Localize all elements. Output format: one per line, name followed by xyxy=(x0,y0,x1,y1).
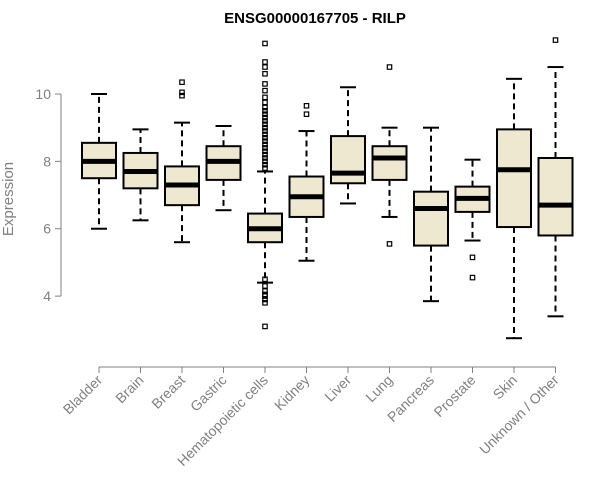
box-group-breast xyxy=(164,79,200,244)
y-axis-title: Expression xyxy=(0,162,17,236)
x-category-label: Kidney xyxy=(271,372,313,414)
iqr-box xyxy=(330,135,366,185)
box-group-liver xyxy=(330,86,366,205)
outlier-point xyxy=(262,99,268,106)
box-group-bladder xyxy=(81,93,117,230)
y-tick-label: 8 xyxy=(43,153,51,169)
outlier-point xyxy=(262,138,268,144)
outlier-point xyxy=(386,241,393,247)
outlier-point xyxy=(262,165,268,171)
box-group-pancreas xyxy=(413,126,449,303)
outlier-point xyxy=(262,134,268,141)
outlier-point xyxy=(262,121,268,128)
outlier-point xyxy=(552,37,559,43)
outlier-point xyxy=(262,81,268,87)
outlier-point xyxy=(262,148,268,155)
x-category-label: Bladder xyxy=(60,372,106,418)
outlier-point xyxy=(262,145,268,151)
outlier-point xyxy=(179,79,185,86)
outlier-point xyxy=(262,161,268,168)
outlier-point xyxy=(262,296,268,303)
x-category-label: Liver xyxy=(321,372,354,405)
y-tick-label: 6 xyxy=(43,221,51,237)
x-category-label: Lung xyxy=(362,372,395,405)
box-group-hematopoietic-cells xyxy=(247,40,283,330)
box-group-prostate xyxy=(454,158,491,281)
box-group-kidney xyxy=(288,102,325,262)
x-category-label: Skin xyxy=(490,372,521,403)
outlier-point xyxy=(179,89,185,96)
box-group-gastric xyxy=(205,125,242,212)
y-tick-label: 10 xyxy=(35,86,51,102)
outlier-point xyxy=(262,291,268,298)
outlier-point xyxy=(262,158,268,165)
outlier-point xyxy=(469,254,476,261)
x-category-label: Breast xyxy=(148,372,188,412)
box-group-skin xyxy=(496,77,532,340)
outlier-point xyxy=(262,155,268,161)
outlier-point xyxy=(262,114,268,121)
outlier-point xyxy=(262,108,268,114)
outlier-point xyxy=(262,40,268,47)
outlier-point xyxy=(262,124,268,131)
box-group-unknown-other xyxy=(537,37,574,318)
outlier-point xyxy=(262,64,268,70)
outlier-point xyxy=(262,283,268,289)
outlier-point xyxy=(262,131,268,138)
outlier-point xyxy=(303,111,310,118)
outlier-point xyxy=(262,118,268,124)
outlier-point xyxy=(262,59,268,65)
x-category-label: Brain xyxy=(112,372,146,406)
outlier-point xyxy=(262,300,268,306)
outlier-point xyxy=(262,128,268,134)
chart-title: ENSG00000167705 - RILP xyxy=(224,10,406,27)
y-tick-label: 4 xyxy=(43,288,51,304)
iqr-box xyxy=(537,157,574,237)
outlier-point xyxy=(303,102,310,109)
iqr-box xyxy=(371,145,408,181)
outlier-point xyxy=(262,288,268,294)
outlier-point xyxy=(262,151,268,158)
outlier-point xyxy=(262,111,268,118)
outlier-point xyxy=(262,104,268,111)
outlier-point xyxy=(386,64,393,70)
box-group-brain xyxy=(122,128,159,222)
iqr-box xyxy=(413,190,449,247)
outlier-point xyxy=(262,87,268,94)
outlier-point xyxy=(179,92,185,99)
outlier-point xyxy=(262,70,268,77)
x-category-label: Prostate xyxy=(430,372,478,420)
box-group-lung xyxy=(371,64,408,247)
outlier-point xyxy=(262,94,268,101)
x-category-label: Unknown / Other xyxy=(476,372,562,458)
outlier-point xyxy=(262,141,268,148)
outlier-point xyxy=(469,274,476,281)
outlier-point xyxy=(262,323,268,330)
outlier-point xyxy=(262,276,268,283)
iqr-box xyxy=(496,128,532,229)
